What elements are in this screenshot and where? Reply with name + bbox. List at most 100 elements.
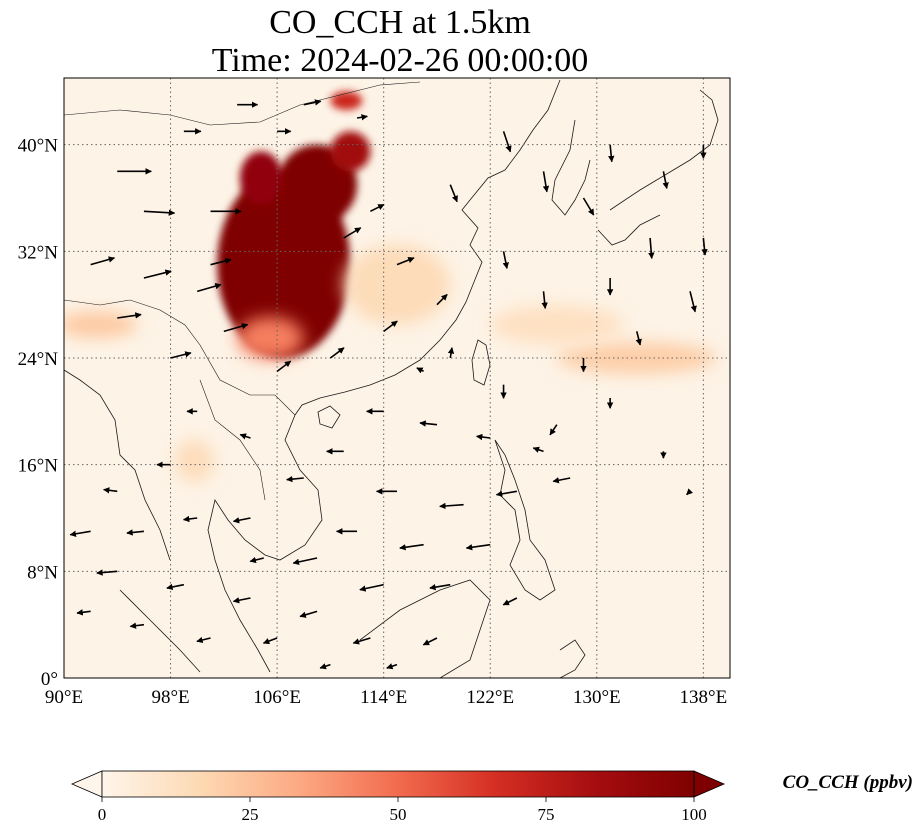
wind-vector <box>303 99 322 106</box>
concentration-patch <box>490 304 624 345</box>
concentration-patch <box>343 244 451 325</box>
wind-vector <box>232 517 251 524</box>
latitude-tick-labels: 0° 8°N 16°N 24°N 32°N 40°N <box>18 136 59 690</box>
wind-vector <box>429 583 451 591</box>
wind-vector <box>689 291 697 313</box>
wind-vector <box>532 446 544 453</box>
wind-vector <box>276 360 292 372</box>
lon-tick-label: 130°E <box>573 687 621 708</box>
coastline-japan <box>609 89 719 211</box>
colorbar-tick-label: 0 <box>98 805 107 824</box>
wind-vector <box>662 171 669 189</box>
wind-vector <box>502 131 512 153</box>
wind-vector <box>439 502 464 510</box>
wind-vector <box>343 227 362 239</box>
coastline-sumatra <box>119 589 201 673</box>
wind-vector <box>502 251 509 269</box>
wind-vector <box>399 543 424 551</box>
coastline-layer <box>64 79 719 678</box>
lat-tick-label: 40°N <box>18 136 59 157</box>
wind-vector <box>419 420 438 427</box>
wind-vector <box>286 475 304 483</box>
colorbar-label: CO_CCH (ppbv) <box>783 772 913 793</box>
wind-vector <box>329 347 345 359</box>
lat-tick-label: 0° <box>41 669 58 690</box>
wind-vector <box>447 347 455 359</box>
colorbar-tick-label: 50 <box>390 805 407 824</box>
wind-vector <box>686 488 693 496</box>
colorbar-tick-label: 100 <box>681 805 707 824</box>
wind-vector <box>249 556 264 564</box>
concentration-patch <box>239 151 283 205</box>
wind-vector <box>370 203 385 213</box>
wind-vector <box>396 257 415 266</box>
wind-vector <box>210 257 232 266</box>
wind-vector <box>232 597 251 604</box>
wind-vector <box>608 144 615 163</box>
lon-tick-label: 122°E <box>466 687 514 708</box>
concentration-patch <box>64 311 138 338</box>
wind-vector <box>465 543 491 551</box>
coastline-sulawesi <box>559 639 586 678</box>
wind-vector <box>635 331 642 346</box>
longitude-tick-labels: 90°E 98°E 106°E 114°E 122°E 130°E 138°E <box>45 687 727 708</box>
wind-vector <box>356 114 368 121</box>
lon-tick-label: 138°E <box>680 687 728 708</box>
wind-vector <box>422 637 438 646</box>
wind-vector <box>196 283 222 293</box>
wind-vector <box>319 663 331 670</box>
colorbar: 0 25 50 75 100 CO_CCH (ppbv) <box>70 770 913 824</box>
colorbar-tick-label: 25 <box>242 805 259 824</box>
coastline-philippines <box>494 439 556 601</box>
wind-vector <box>449 184 458 203</box>
wind-vector <box>386 663 398 670</box>
coastline-korea <box>551 119 591 216</box>
wind-vector <box>166 583 185 591</box>
wind-vector <box>143 269 172 279</box>
concentration-layer <box>64 91 717 482</box>
wind-vector <box>223 323 249 333</box>
coastline-china <box>294 79 561 416</box>
wind-vector <box>90 256 116 266</box>
wind-vector <box>549 424 558 436</box>
wind-vector <box>182 515 198 523</box>
coastline-hainan <box>317 405 341 429</box>
plot-title: CO_CCH at 1.5km <box>269 4 531 41</box>
border-thailand-laos <box>199 379 266 501</box>
lat-tick-label: 24°N <box>18 349 59 370</box>
plot-subtitle: Time: 2024-02-26 00:00:00 <box>211 42 589 79</box>
wind-vector <box>542 171 550 193</box>
wind-vector <box>552 477 571 484</box>
wind-vector <box>416 367 424 374</box>
colorbar-ticks: 0 25 50 75 100 <box>98 797 707 824</box>
wind-vector <box>96 569 118 576</box>
wind-vector <box>170 351 192 359</box>
wind-vector <box>476 433 491 441</box>
coastline-indochina <box>207 414 323 673</box>
lon-tick-label: 98°E <box>151 687 189 708</box>
wind-vector <box>701 237 708 256</box>
wind-vector <box>129 622 145 629</box>
border-mongolia <box>64 81 421 126</box>
concentration-patch <box>330 131 371 172</box>
lat-tick-label: 32°N <box>18 242 59 263</box>
wind-vector <box>648 237 655 260</box>
lat-tick-label: 16°N <box>18 456 59 477</box>
wind-vector <box>126 529 144 536</box>
colorbar-under-triangle <box>70 770 103 798</box>
wind-vector <box>495 490 518 497</box>
border-tibet-south <box>64 299 201 346</box>
wind-vector <box>502 597 518 606</box>
wind-vector <box>292 557 318 566</box>
colorbar-tick-label: 75 <box>538 805 555 824</box>
coastline-bay-of-bengal <box>64 369 171 561</box>
wind-vector <box>117 312 142 319</box>
lon-tick-label: 90°E <box>45 687 83 708</box>
concentration-patch <box>237 316 304 360</box>
wind-vector <box>143 209 176 216</box>
wind-vector <box>352 637 371 645</box>
lat-tick-label: 8°N <box>27 562 58 583</box>
map-frame <box>63 77 731 679</box>
concentration-patch <box>330 91 363 110</box>
